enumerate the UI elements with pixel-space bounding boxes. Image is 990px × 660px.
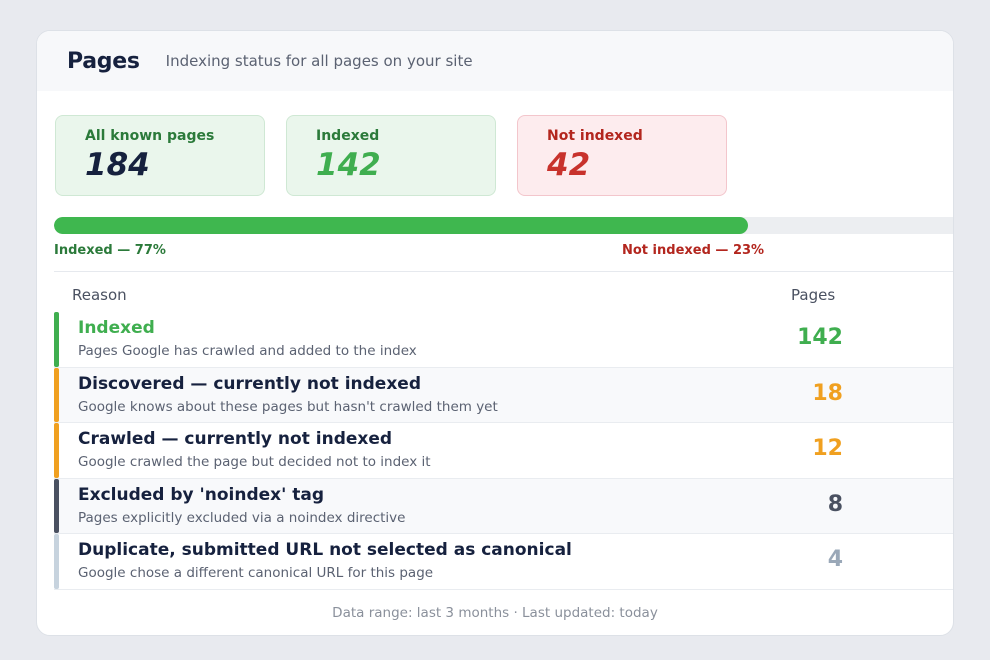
card-header: Pages Indexing status for all pages on y… bbox=[37, 31, 953, 91]
page-subtitle: Indexing status for all pages on your si… bbox=[165, 52, 473, 70]
row-title: Crawled — currently not indexed bbox=[78, 429, 393, 450]
table-row[interactable]: Crawled — currently not indexed Google c… bbox=[54, 423, 953, 479]
page-title: Pages bbox=[67, 48, 140, 74]
stat-all-known-label: All known pages bbox=[85, 128, 215, 144]
indexing-progress-bar bbox=[54, 217, 953, 234]
column-header-reason: Reason bbox=[72, 286, 127, 304]
table-row[interactable]: Excluded by 'noindex' tag Pages explicit… bbox=[54, 478, 953, 535]
stat-indexed: Indexed 142 bbox=[286, 115, 496, 196]
stat-indexed-label: Indexed bbox=[316, 128, 380, 144]
row-description: Pages Google has crawled and added to th… bbox=[78, 343, 417, 359]
row-description: Google crawled the page but decided not … bbox=[78, 454, 431, 471]
table-header: Reason Pages bbox=[54, 286, 953, 306]
row-accent-bar bbox=[54, 534, 59, 589]
stats-row: All known pages 184 Indexed 142 Not inde… bbox=[55, 115, 727, 196]
row-count: 12 bbox=[812, 436, 843, 462]
row-accent-bar bbox=[54, 423, 59, 478]
footer-note: Data range: last 3 months · Last updated… bbox=[332, 605, 658, 621]
table-row[interactable]: Discovered — currently not indexed Googl… bbox=[54, 367, 953, 424]
divider bbox=[54, 271, 953, 272]
reasons-table: Indexed Pages Google has crawled and add… bbox=[54, 312, 953, 590]
row-description: Google chose a different canonical URL f… bbox=[78, 565, 434, 582]
table-row[interactable]: Duplicate, submitted URL not selected as… bbox=[54, 534, 953, 590]
stat-not-indexed-label: Not indexed bbox=[547, 128, 643, 144]
row-title: Discovered — currently not indexed bbox=[78, 373, 421, 394]
column-header-pages: Pages bbox=[791, 286, 836, 304]
row-count: 4 bbox=[827, 547, 843, 573]
row-accent-bar bbox=[54, 312, 59, 367]
row-count: 142 bbox=[797, 325, 843, 350]
row-description: Pages explicitly excluded via a noindex … bbox=[78, 509, 406, 526]
stat-all-known: All known pages 184 bbox=[55, 115, 265, 196]
progress-indexed-label: Indexed — 77% bbox=[54, 243, 166, 258]
row-count: 8 bbox=[827, 491, 843, 517]
stat-not-indexed: Not indexed 42 bbox=[517, 115, 727, 196]
row-description: Google knows about these pages but hasn'… bbox=[78, 398, 498, 415]
row-title: Duplicate, submitted URL not selected as… bbox=[78, 540, 572, 561]
table-row[interactable]: Indexed Pages Google has crawled and add… bbox=[54, 312, 953, 368]
row-count: 18 bbox=[812, 380, 843, 406]
progress-not-indexed-label: Not indexed — 23% bbox=[622, 243, 765, 258]
stat-not-indexed-value: 42 bbox=[547, 147, 591, 183]
stat-indexed-value: 142 bbox=[316, 147, 381, 183]
indexing-progress-fill bbox=[54, 217, 748, 234]
row-accent-bar bbox=[54, 367, 59, 423]
row-title: Indexed bbox=[78, 318, 155, 338]
row-accent-bar bbox=[54, 478, 59, 534]
stat-all-known-value: 184 bbox=[85, 147, 150, 183]
row-title: Excluded by 'noindex' tag bbox=[78, 484, 325, 505]
pages-card: Pages Indexing status for all pages on y… bbox=[36, 30, 954, 636]
progress-labels: Indexed — 77% Not indexed — 23% bbox=[54, 243, 953, 263]
